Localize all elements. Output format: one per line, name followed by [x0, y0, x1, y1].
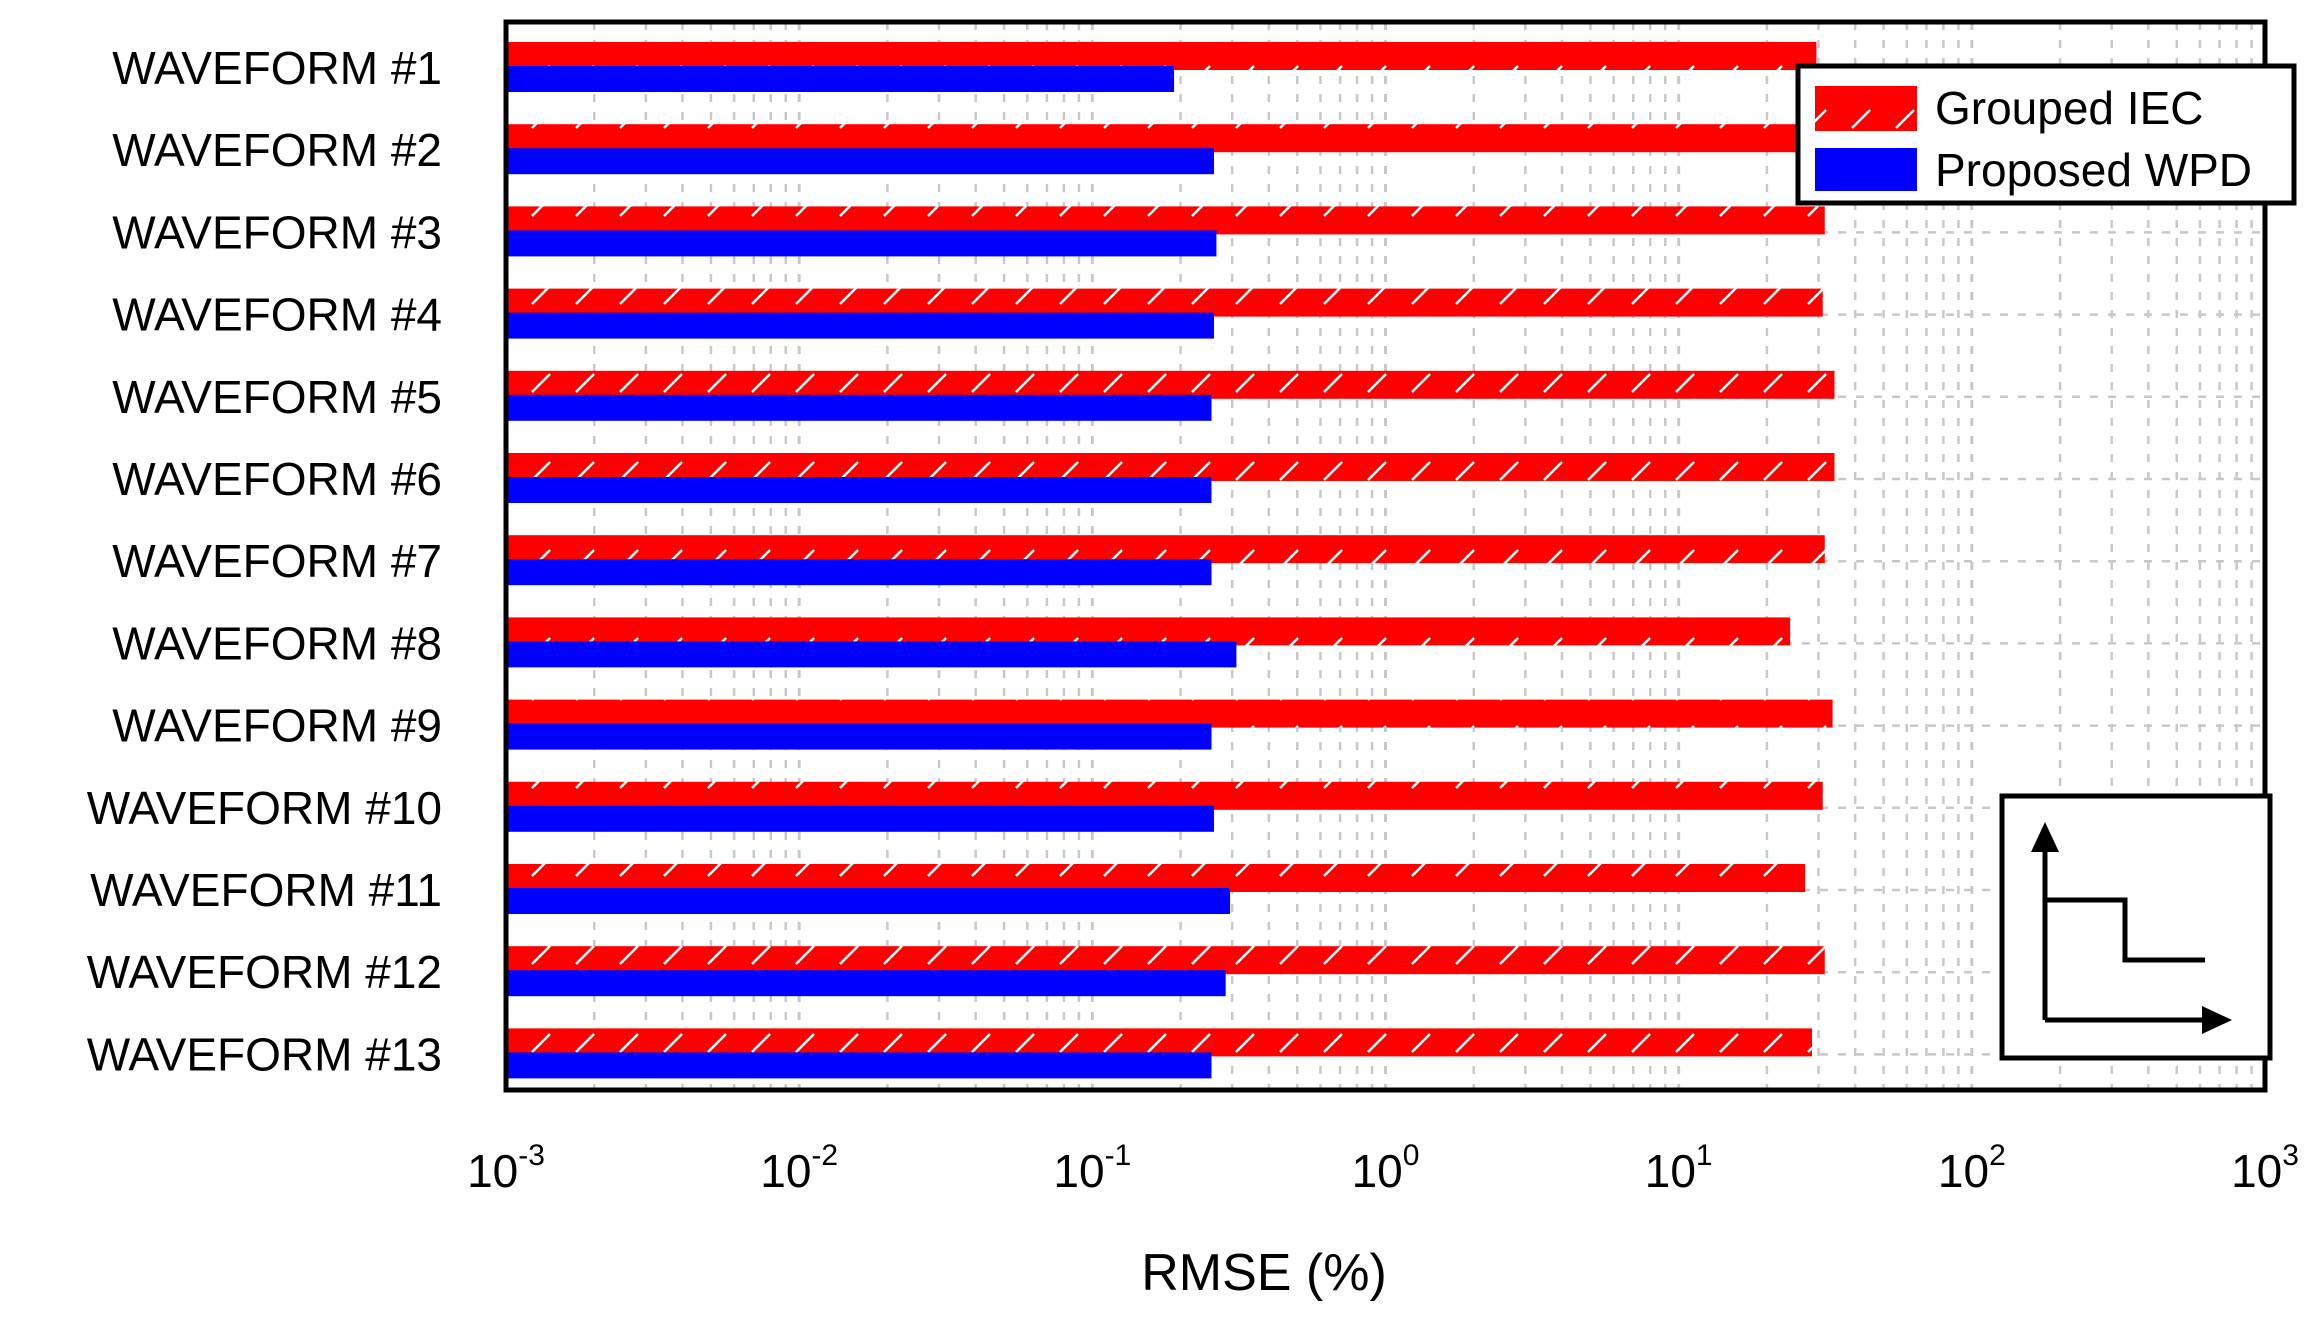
bar-grouped-iec	[506, 206, 1825, 235]
legend: Grouped IEC Proposed WPD	[1795, 63, 2297, 206]
category-label: WAVEFORM #2	[112, 124, 442, 176]
bars	[506, 42, 1835, 1079]
category-label: WAVEFORM #7	[112, 535, 442, 587]
bar-grouped-iec	[506, 453, 1835, 481]
bar-grouped-iec	[506, 864, 1806, 892]
x-tick-label: 103	[2231, 1139, 2299, 1197]
x-tick-label: 101	[1645, 1139, 1713, 1197]
bar-proposed-wpd	[506, 66, 1175, 92]
bar-proposed-wpd	[506, 477, 1212, 503]
bar-grouped-iec	[506, 617, 1791, 646]
category-label: WAVEFORM #10	[87, 782, 442, 834]
bar-proposed-wpd	[506, 641, 1237, 668]
bar-grouped-iec	[506, 946, 1825, 975]
inset-y-arrowhead	[2031, 822, 2059, 852]
category-label: WAVEFORM #12	[87, 946, 442, 998]
category-label: WAVEFORM #9	[112, 700, 442, 752]
bar-grouped-iec	[506, 370, 1835, 399]
bar-proposed-wpd	[506, 230, 1217, 257]
bar-proposed-wpd	[506, 723, 1212, 750]
category-label: WAVEFORM #4	[112, 289, 442, 341]
legend-label-proposed-wpd: Proposed WPD	[1935, 144, 2252, 196]
x-tick-label: 102	[1938, 1139, 2006, 1197]
bar-proposed-wpd	[506, 970, 1226, 997]
bar-proposed-wpd	[506, 312, 1214, 339]
bar-grouped-iec	[506, 124, 1808, 153]
category-label: WAVEFORM #3	[112, 206, 442, 258]
legend-label-grouped-iec: Grouped IEC	[1935, 82, 2203, 134]
bar-grouped-iec	[506, 1028, 1813, 1057]
bar-proposed-wpd	[506, 888, 1231, 914]
bar-proposed-wpd	[506, 148, 1214, 175]
step-waveform-icon	[1999, 793, 2273, 1061]
bar-grouped-iec	[506, 699, 1833, 728]
x-tick-label: 10-1	[1053, 1139, 1131, 1197]
y-axis-labels: WAVEFORM #1 WAVEFORM #2 WAVEFORM #3 WAVEFOR…	[87, 42, 442, 1080]
inset-x-arrowhead	[2202, 1006, 2232, 1034]
bar-grouped-iec	[506, 535, 1825, 564]
x-tick-label: 100	[1352, 1139, 1420, 1197]
x-tick-label: 10-3	[467, 1139, 545, 1197]
legend-swatch-proposed-wpd	[1815, 148, 1917, 191]
category-label: WAVEFORM #13	[87, 1028, 442, 1080]
bar-grouped-iec	[506, 781, 1823, 810]
category-label: WAVEFORM #11	[90, 864, 442, 916]
bar-grouped-iec	[506, 288, 1823, 317]
bar-proposed-wpd	[506, 394, 1212, 421]
x-axis-label: RMSE (%)	[1141, 1244, 1387, 1302]
x-axis-tick-labels: 10-3 10-2 10-1 100 101 102 103	[467, 1139, 2299, 1197]
category-label: WAVEFORM #5	[112, 371, 442, 423]
category-label: WAVEFORM #6	[112, 453, 442, 505]
bar-proposed-wpd	[506, 559, 1212, 586]
x-tick-label: 10-2	[760, 1139, 838, 1197]
bar-proposed-wpd	[506, 1052, 1212, 1079]
bar-grouped-iec	[506, 42, 1817, 70]
category-label: WAVEFORM #1	[112, 42, 442, 94]
inset-step-line	[2045, 897, 2205, 963]
bar-proposed-wpd	[506, 805, 1214, 832]
plot-frame	[503, 19, 2268, 1093]
legend-swatch-grouped-iec	[1815, 86, 1917, 131]
category-label: WAVEFORM #8	[112, 617, 442, 669]
